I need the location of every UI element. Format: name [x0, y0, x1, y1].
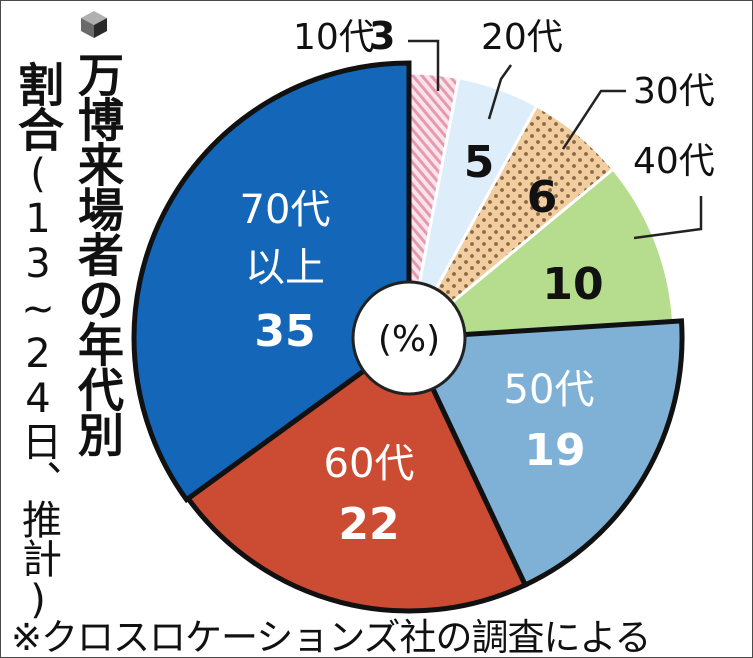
slice-value-50s: 19 [524, 425, 585, 476]
chart-title: 万博来場者の年代別 [71, 51, 125, 456]
slice-label-10s: 10代 [293, 17, 375, 58]
slice-label-70plus-b: 以上 [245, 245, 325, 291]
source-footnote: ※クロスロケーションズ社の調査による [11, 616, 651, 658]
center-hole [351, 280, 467, 396]
slice-label-60s: 60代 [324, 441, 415, 487]
slice-value-70plus: 35 [254, 306, 315, 357]
slice-label-70plus-a: 70代 [240, 187, 331, 233]
slice-value-30s: 6 [527, 172, 558, 223]
pie-slice-70代以上 [131, 60, 412, 504]
leader-40s [633, 196, 703, 240]
slice-value-10s: 3 [369, 14, 395, 58]
pie-slice-60代 [184, 334, 529, 614]
slice-label-20s: 20代 [481, 17, 563, 58]
slice-label-40s: 40代 [633, 141, 715, 182]
slice-label-50s: 50代 [504, 367, 595, 413]
subtitle-period: (13~24日、推計) [15, 151, 61, 622]
slice-value-60s: 22 [338, 499, 399, 550]
slice-label-30s: 30代 [633, 71, 715, 112]
pie-slice-50代 [405, 318, 685, 589]
slice-value-40s: 10 [542, 259, 603, 310]
leader-30s [561, 89, 626, 150]
cube-icon [81, 11, 107, 38]
leader-10s [408, 39, 440, 91]
leader-20s [487, 64, 513, 120]
subtitle-main: 割合 [11, 61, 65, 151]
chart-subtitle: 割合(13~24日、推計) [9, 61, 65, 622]
slice-value-20s: 5 [464, 137, 495, 188]
pie-slice-40代 [404, 166, 676, 340]
unit-label: (%) [378, 319, 440, 360]
